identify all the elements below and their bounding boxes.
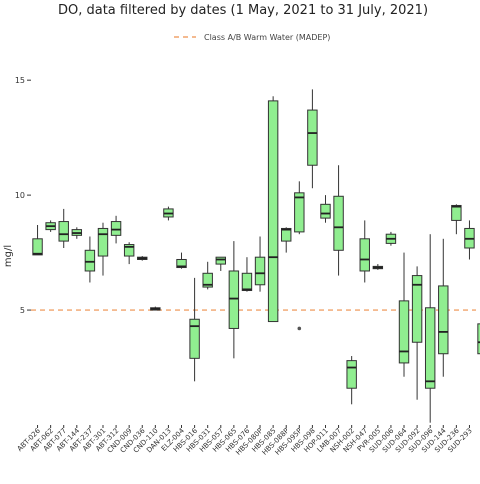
y-tick-label: 10 xyxy=(15,191,25,200)
box xyxy=(32,238,43,256)
chart-title: DO, data filtered by dates (1 May, 2021 … xyxy=(58,3,428,18)
box xyxy=(398,300,410,364)
box xyxy=(411,275,423,343)
y-tick-label: 15 xyxy=(15,76,25,85)
y-tick-label: 5 xyxy=(20,306,25,315)
box xyxy=(254,256,266,286)
box xyxy=(241,272,253,292)
box xyxy=(202,272,213,288)
box xyxy=(451,204,462,221)
box xyxy=(176,258,187,269)
box xyxy=(228,270,240,329)
legend-label-reference-line: Class A/B Warm Water (MADEP) xyxy=(204,33,330,42)
legend: Class A/B Warm Water (MADEP) xyxy=(174,33,330,42)
box xyxy=(58,221,69,242)
box xyxy=(267,100,279,323)
box xyxy=(84,249,96,272)
box xyxy=(438,285,449,355)
box xyxy=(333,195,344,251)
box xyxy=(97,227,109,257)
box xyxy=(294,192,305,233)
box xyxy=(424,307,436,389)
box xyxy=(123,244,135,257)
box xyxy=(189,318,200,359)
box xyxy=(346,360,357,389)
box xyxy=(281,227,292,242)
box xyxy=(359,238,370,272)
box xyxy=(215,256,226,265)
box xyxy=(320,203,331,219)
y-axis-label: mg/l xyxy=(3,245,14,267)
plot-area: 51015ABT-026ABT-062ABT-077ABT-144ABT-237… xyxy=(15,76,480,457)
outlier-point xyxy=(297,326,302,331)
box xyxy=(110,221,122,236)
box xyxy=(307,109,318,166)
box xyxy=(477,323,480,355)
